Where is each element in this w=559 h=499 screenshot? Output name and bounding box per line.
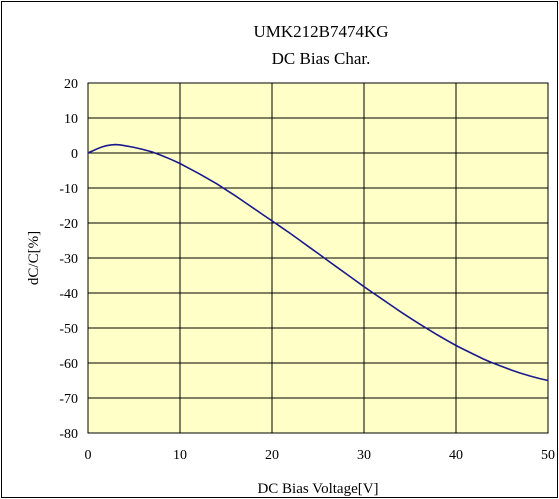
- y-tick-label: -40: [59, 287, 78, 302]
- y-tick-label: -60: [59, 357, 78, 372]
- x-tick-label: 20: [265, 448, 279, 463]
- y-tick-label: -80: [59, 427, 78, 442]
- series-line: [87, 143, 549, 382]
- grid-lines: [87, 82, 549, 434]
- x-tick-label: 0: [85, 448, 92, 463]
- x-axis-label: DC Bias Voltage[V]: [257, 481, 378, 497]
- y-tick-label: 10: [64, 112, 78, 127]
- y-tick-label: -30: [59, 252, 78, 267]
- x-tick-label: 50: [541, 448, 555, 463]
- y-tick-labels: 20 10 0 -10 -20 -30 -40 -50 -60 -70 -80: [59, 77, 78, 442]
- chart-subtitle: DC Bias Char.: [272, 49, 371, 68]
- y-tick-label: -20: [59, 217, 78, 232]
- x-tick-labels: 0 10 20 30 40 50: [85, 448, 556, 463]
- chart-title: UMK212B7474KG: [253, 22, 388, 41]
- y-tick-label: 20: [64, 77, 78, 92]
- y-tick-label: -70: [59, 392, 78, 407]
- y-tick-label: -50: [59, 322, 78, 337]
- y-tick-label: -10: [59, 182, 78, 197]
- x-tick-label: 40: [449, 448, 463, 463]
- y-axis-label: dC/C[%]: [26, 231, 42, 285]
- x-tick-label: 10: [173, 448, 187, 463]
- y-tick-label: 0: [71, 147, 78, 162]
- x-tick-label: 30: [357, 448, 371, 463]
